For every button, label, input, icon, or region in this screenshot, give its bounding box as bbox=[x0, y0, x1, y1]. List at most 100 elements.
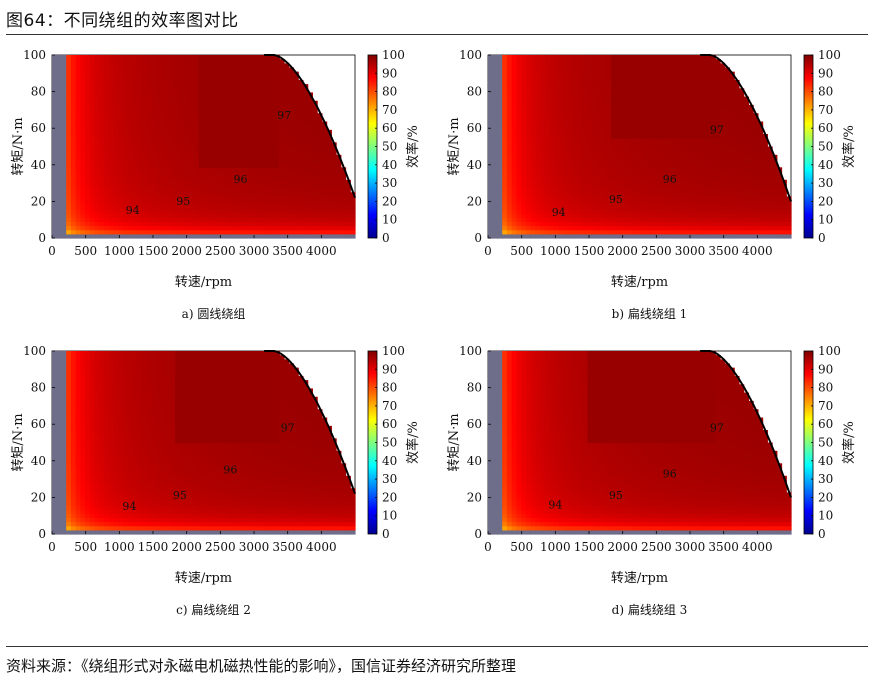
efficiency-cell bbox=[231, 146, 238, 152]
efficiency-cell bbox=[530, 113, 536, 118]
efficiency-cell bbox=[279, 117, 285, 123]
efficiency-cell bbox=[70, 129, 77, 135]
efficiency-cell bbox=[729, 138, 735, 143]
efficiency-cell bbox=[696, 179, 702, 185]
efficiency-cell bbox=[502, 55, 508, 60]
efficiency-cell bbox=[521, 92, 527, 98]
efficiency-cell bbox=[194, 59, 200, 64]
efficiency-cell bbox=[66, 67, 72, 73]
efficiency-cell bbox=[175, 96, 181, 102]
efficiency-cell bbox=[559, 188, 565, 193]
efficiency-cell bbox=[729, 75, 735, 81]
efficiency-cell bbox=[56, 171, 63, 177]
efficiency-cell bbox=[582, 229, 589, 235]
efficiency-cell bbox=[231, 75, 238, 81]
efficiency-cell bbox=[184, 109, 190, 114]
efficiency-cell bbox=[80, 213, 86, 218]
efficiency-cell bbox=[236, 138, 242, 143]
efficiency-cell bbox=[217, 55, 224, 60]
colorbar-tick-label: 50 bbox=[382, 140, 397, 154]
efficiency-cell bbox=[231, 109, 238, 114]
efficiency-cell bbox=[719, 183, 726, 189]
efficiency-cell bbox=[488, 55, 494, 60]
efficiency-cell bbox=[549, 146, 555, 152]
efficiency-cell bbox=[592, 200, 598, 206]
efficiency-cell bbox=[156, 134, 162, 139]
efficiency-cell bbox=[274, 175, 280, 181]
efficiency-cell bbox=[705, 67, 712, 73]
y-tick-label: 20 bbox=[31, 194, 46, 208]
efficiency-cell bbox=[544, 55, 551, 60]
efficiency-cell bbox=[691, 67, 697, 73]
efficiency-cell bbox=[734, 104, 740, 110]
efficiency-cell bbox=[118, 129, 124, 135]
efficiency-cell bbox=[620, 154, 626, 160]
efficiency-cell bbox=[212, 179, 219, 185]
efficiency-cell bbox=[165, 79, 171, 85]
efficiency-cell bbox=[582, 100, 589, 106]
efficiency-cell bbox=[255, 63, 261, 69]
efficiency-cell bbox=[577, 150, 584, 156]
efficiency-cell bbox=[61, 233, 67, 239]
efficiency-cell bbox=[596, 71, 603, 77]
efficiency-cell bbox=[549, 117, 555, 123]
efficiency-cell bbox=[198, 129, 205, 135]
efficiency-cell bbox=[639, 104, 645, 110]
efficiency-cell bbox=[184, 150, 190, 156]
efficiency-cell bbox=[246, 171, 252, 177]
efficiency-cell bbox=[104, 92, 110, 98]
efficiency-cell bbox=[554, 109, 560, 114]
efficiency-cell bbox=[620, 204, 626, 210]
efficiency-cell bbox=[710, 146, 716, 152]
efficiency-cell bbox=[241, 146, 247, 152]
efficiency-cell bbox=[577, 192, 584, 198]
efficiency-cell bbox=[274, 67, 280, 73]
efficiency-cell bbox=[141, 188, 148, 193]
efficiency-cell bbox=[639, 192, 645, 198]
efficiency-cell bbox=[156, 183, 162, 189]
efficiency-cell bbox=[577, 213, 584, 218]
efficiency-cell bbox=[611, 233, 617, 239]
efficiency-cell bbox=[677, 79, 683, 85]
efficiency-cell bbox=[165, 204, 171, 210]
efficiency-cell bbox=[279, 217, 285, 222]
efficiency-cell bbox=[511, 55, 518, 60]
efficiency-cell bbox=[667, 200, 674, 206]
efficiency-cell bbox=[340, 179, 347, 185]
efficiency-cell bbox=[246, 134, 252, 139]
efficiency-cell bbox=[66, 167, 72, 173]
efficiency-cell bbox=[521, 117, 527, 123]
efficiency-cell bbox=[696, 196, 702, 202]
efficiency-cell bbox=[563, 75, 570, 81]
efficiency-cell bbox=[611, 142, 617, 148]
efficiency-cell bbox=[682, 146, 688, 152]
efficiency-cell bbox=[212, 163, 219, 168]
efficiency-cell bbox=[302, 229, 309, 235]
efficiency-cell bbox=[208, 154, 214, 160]
efficiency-cell bbox=[160, 167, 167, 173]
efficiency-cell bbox=[94, 75, 100, 81]
efficiency-cell bbox=[146, 55, 153, 60]
efficiency-cell bbox=[222, 125, 228, 131]
efficiency-cell bbox=[535, 167, 541, 173]
efficiency-cell bbox=[293, 146, 299, 152]
efficiency-cell bbox=[658, 179, 664, 185]
efficiency-cell bbox=[719, 171, 726, 177]
efficiency-cell bbox=[658, 138, 664, 143]
x-tick-label: 3500 bbox=[272, 244, 303, 258]
efficiency-cell bbox=[577, 196, 584, 202]
efficiency-cell bbox=[298, 104, 304, 110]
efficiency-cell bbox=[231, 200, 238, 206]
efficiency-cell bbox=[663, 200, 669, 206]
efficiency-cell bbox=[269, 84, 276, 89]
efficiency-cell bbox=[189, 134, 195, 139]
efficiency-cell bbox=[331, 150, 337, 156]
efficiency-cell bbox=[66, 55, 72, 60]
colorbar-tick-label: 100 bbox=[382, 48, 405, 62]
efficiency-cell bbox=[75, 75, 82, 81]
efficiency-cell bbox=[123, 75, 129, 81]
efficiency-cell bbox=[672, 84, 678, 89]
efficiency-cell bbox=[175, 138, 181, 143]
efficiency-cell bbox=[52, 146, 58, 152]
efficiency-cell bbox=[269, 75, 276, 81]
